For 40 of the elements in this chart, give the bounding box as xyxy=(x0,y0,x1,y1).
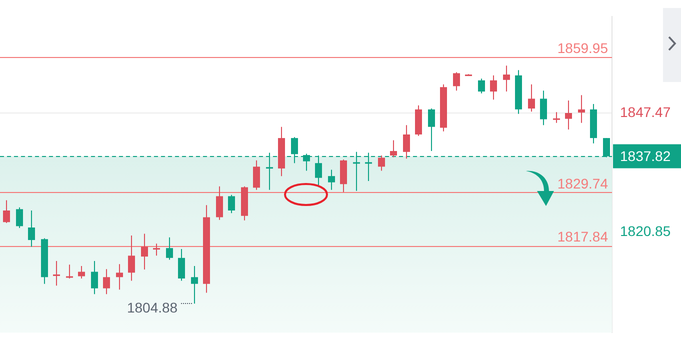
ref-line-label: 1859.95 xyxy=(557,40,608,56)
candlestick xyxy=(328,169,335,190)
candlestick xyxy=(528,84,535,112)
candlestick xyxy=(166,236,173,260)
candlestick xyxy=(478,78,485,94)
candlestick xyxy=(503,65,510,92)
candlestick xyxy=(216,186,223,220)
candlestick xyxy=(340,159,347,193)
candlestick xyxy=(228,194,235,214)
candlestick xyxy=(191,265,198,304)
candlestick xyxy=(3,200,10,224)
y-tick-label: 1820.85 xyxy=(620,223,671,240)
ref-line-label: 1817.84 xyxy=(557,228,608,245)
candlestick xyxy=(253,160,260,190)
candlestick xyxy=(428,108,435,152)
candlestick xyxy=(141,233,148,270)
ref-line-label: 1829.74 xyxy=(557,175,608,192)
ref-line-label: 1837.82 xyxy=(620,148,671,164)
candlestick xyxy=(565,100,572,130)
annotation: 1804.88 xyxy=(126,299,178,316)
candlestick xyxy=(178,248,185,282)
candlestick xyxy=(116,264,123,290)
candlestick xyxy=(53,260,60,286)
candlestick xyxy=(28,210,35,248)
candlestick xyxy=(490,74,497,100)
candlestick xyxy=(540,90,547,126)
candlestick xyxy=(16,206,23,228)
candlestick xyxy=(403,124,410,160)
candlestick xyxy=(91,260,98,295)
candlestick xyxy=(378,154,385,172)
candlestick xyxy=(78,265,85,279)
candlestick xyxy=(390,140,397,158)
candlestick xyxy=(578,94,585,124)
candlestick xyxy=(553,112,560,124)
candlestick xyxy=(103,268,110,295)
candlestick xyxy=(128,235,135,282)
y-tick-label: 1847.47 xyxy=(620,104,671,120)
candlestick xyxy=(153,243,160,256)
candlestick xyxy=(66,264,73,279)
candlestick xyxy=(453,72,460,92)
